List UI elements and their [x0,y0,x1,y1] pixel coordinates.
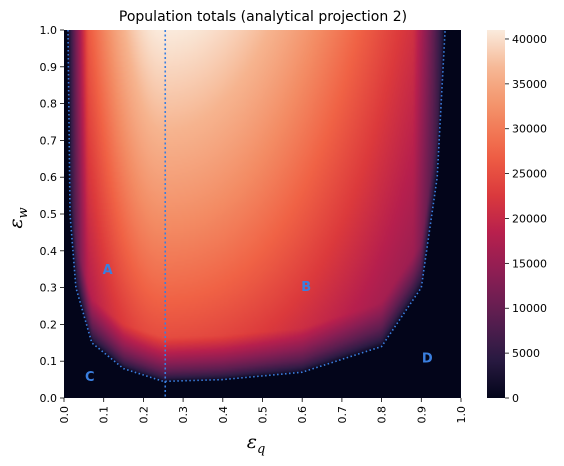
x-axis-label-subscript: q [257,442,265,457]
x-tick-label: 0.8 [376,406,389,424]
region-label-c: C [85,370,95,385]
colorbar-tick-label: 0 [512,392,519,405]
colorbar: 0 5000 10000 15000 20000 25000 30000 35000 40000 [487,30,547,405]
region-labels: A B C D [85,263,433,385]
x-tick-label: 0.1 [98,406,111,424]
plot-area: A B C D [64,29,461,398]
y-tick-label: 0.9 [40,61,58,74]
x-axis-label: εq [247,431,266,457]
region-label-d: D [422,352,433,367]
colorbar-ticks: 0 5000 10000 15000 20000 25000 30000 35000 40000 [505,33,547,405]
y-tick-label: 0.7 [40,134,58,147]
y-tick-label: 0.6 [40,171,58,184]
x-tick-label: 0.0 [58,406,71,424]
colorbar-tick-label: 35000 [512,78,547,91]
x-tick-label: 0.5 [257,406,270,424]
y-axis-ticks: 0.0 0.1 0.2 0.3 0.4 0.5 0.6 0.7 0.8 0.9 1.0 [40,24,64,405]
colorbar-tick-label: 25000 [512,168,547,181]
colorbar-tick-label: 20000 [512,212,547,225]
region-label-a: A [103,263,113,278]
x-tick-label: 0.3 [177,406,190,424]
y-tick-label: 1.0 [40,24,58,37]
y-tick-label: 0.5 [40,208,58,221]
y-tick-label: 0.0 [40,392,58,405]
colorbar-tick-label: 5000 [512,347,540,360]
colorbar-tick-label: 30000 [512,123,547,136]
region-label-b: B [301,280,311,295]
chart-title: Population totals (analytical projection… [119,9,407,25]
x-tick-label: 1.0 [455,406,468,424]
x-tick-label: 0.4 [217,406,230,424]
heatmap-image [64,30,461,398]
x-tick-label: 0.2 [137,406,150,424]
x-tick-label: 0.7 [336,406,349,424]
colorbar-gradient [487,30,505,398]
x-tick-label: 0.9 [415,406,428,424]
y-tick-label: 0.4 [40,245,58,258]
x-axis-ticks: 0.0 0.1 0.2 0.3 0.4 0.5 0.6 0.7 0.8 0.9 1.0 [58,398,468,424]
x-tick-label: 0.6 [296,406,309,424]
y-axis-label: εw [5,207,31,228]
y-axis-label-subscript: w [16,207,31,218]
y-tick-label: 0.1 [40,355,58,368]
y-tick-label: 0.3 [40,282,58,295]
colorbar-tick-label: 40000 [512,33,547,46]
colorbar-tick-label: 15000 [512,257,547,270]
colorbar-tick-label: 10000 [512,302,547,315]
y-tick-label: 0.2 [40,318,58,331]
y-tick-label: 0.8 [40,98,58,111]
